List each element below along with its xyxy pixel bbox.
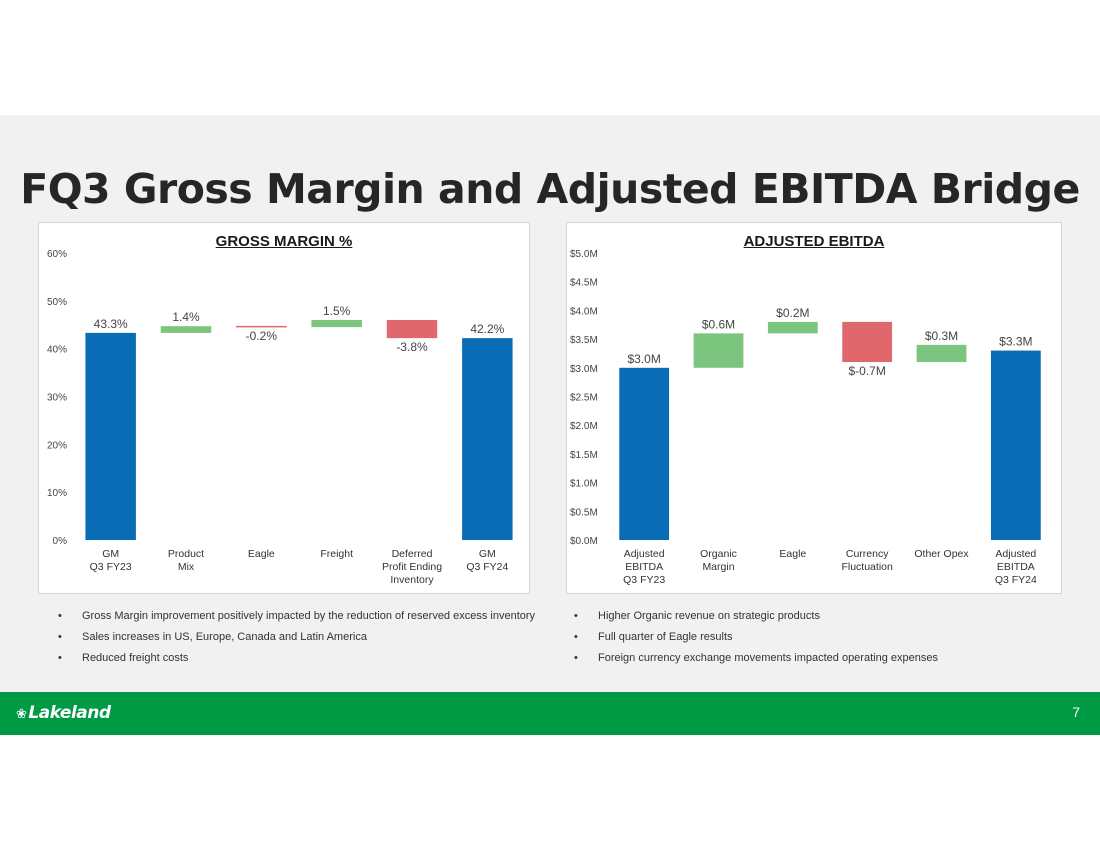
- y-tick-label: $4.5M: [570, 278, 598, 289]
- lakeland-logo[interactable]: ❀ Lakeland: [16, 703, 111, 723]
- ebitda-chart-panel: ADJUSTED EBITDA $0.0M $0.5M $1.0M $1.5M $2.0…: [566, 222, 1062, 594]
- category-label: Adjusted: [995, 548, 1036, 560]
- ebitda-chart-title: ADJUSTED EBITDA: [743, 233, 885, 250]
- waterfall-bar-total: [462, 338, 513, 540]
- category-label: Margin: [702, 561, 734, 573]
- waterfall-bar-decrease: [386, 319, 438, 339]
- data-label: -3.8%: [396, 340, 428, 354]
- ebitda-chart: $0.0M $0.5M $1.0M $1.5M $2.0M $2.5M $3.0M $3.5M…: [570, 249, 1041, 586]
- category-label: Other Opex: [914, 548, 969, 560]
- y-tick-label: 10%: [47, 488, 67, 499]
- bullet-item: Higher Organic revenue on strategic prod…: [568, 608, 1068, 629]
- category-label: Deferred: [392, 548, 433, 560]
- bullet-item: Gross Margin improvement positively impa…: [52, 608, 552, 629]
- category-label: Eagle: [779, 548, 806, 560]
- bullet-item: Full quarter of Eagle results: [568, 629, 1068, 650]
- category-label: GM: [102, 548, 119, 560]
- bullet-item: Reduced freight costs: [52, 650, 552, 671]
- y-tick-label: $3.0M: [570, 364, 598, 375]
- data-label: 1.4%: [172, 310, 200, 324]
- category-label: Q3 FY23: [90, 561, 132, 573]
- category-label: EBITDA: [625, 561, 663, 573]
- data-label: $0.3M: [925, 329, 958, 343]
- page-number: 7: [1072, 704, 1080, 720]
- category-label: Product: [168, 548, 204, 560]
- y-tick-label: 40%: [47, 345, 67, 356]
- gross-margin-chart-title: GROSS MARGIN %: [215, 233, 353, 250]
- category-label: Profit Ending: [382, 561, 442, 573]
- y-tick-label: $2.5M: [570, 393, 598, 404]
- y-tick-label: 60%: [47, 249, 67, 260]
- category-label: Adjusted: [624, 548, 665, 560]
- y-tick-label: $1.5M: [570, 450, 598, 461]
- gross-margin-bullet-list: Gross Margin improvement positively impa…: [52, 608, 552, 671]
- y-tick-label: $1.0M: [570, 479, 598, 490]
- waterfall-bar-increase: [767, 321, 818, 334]
- ebitda-bullet-list: Higher Organic revenue on strategic prod…: [568, 608, 1068, 671]
- category-label: Q3 FY24: [995, 574, 1037, 586]
- y-tick-label: $5.0M: [570, 249, 598, 260]
- data-label: 43.3%: [94, 317, 128, 331]
- y-tick-label: 30%: [47, 393, 67, 404]
- category-label: Mix: [178, 561, 195, 573]
- bullet-item: Foreign currency exchange movements impa…: [568, 650, 1068, 671]
- waterfall-bar-decrease: [236, 325, 287, 328]
- waterfall-bar-increase: [160, 326, 212, 333]
- waterfall-bar-decrease: [842, 321, 893, 363]
- data-label: $3.3M: [999, 335, 1032, 349]
- category-label: Q3 FY24: [466, 561, 508, 573]
- data-label: 42.2%: [470, 322, 504, 336]
- waterfall-bar-total: [85, 332, 136, 540]
- waterfall-bar-total: [619, 367, 670, 540]
- y-tick-label: $2.0M: [570, 421, 598, 432]
- category-label: Q3 FY23: [623, 574, 665, 586]
- waterfall-bar-increase: [693, 333, 744, 368]
- y-tick-label: $3.5M: [570, 335, 598, 346]
- gross-margin-chart-panel: GROSS MARGIN % 0% 10% 20% 30% 40% 50% 60% 43.3%…: [38, 222, 530, 594]
- waterfall-bar-total: [990, 350, 1041, 540]
- data-label: -0.2%: [246, 329, 278, 343]
- category-label: Organic: [700, 548, 737, 560]
- category-label: Currency: [846, 548, 889, 560]
- y-tick-label: 20%: [47, 440, 67, 451]
- footer-bar: ❀ Lakeland 7: [0, 692, 1100, 735]
- data-label: $-0.7M: [848, 364, 885, 378]
- category-label: EBITDA: [997, 561, 1035, 573]
- data-label: $3.0M: [627, 352, 660, 366]
- y-tick-label: $4.0M: [570, 306, 598, 317]
- y-tick-label: 0%: [53, 536, 68, 547]
- data-label: 1.5%: [323, 304, 351, 318]
- logo-text: Lakeland: [28, 703, 111, 723]
- category-label: Fluctuation: [841, 561, 893, 573]
- waterfall-bar-increase: [311, 319, 362, 328]
- category-label: Inventory: [390, 574, 434, 586]
- bullet-item: Sales increases in US, Europe, Canada an…: [52, 629, 552, 650]
- y-tick-label: $0.0M: [570, 536, 598, 547]
- y-tick-label: $0.5M: [570, 507, 598, 518]
- data-label: $0.6M: [702, 317, 735, 331]
- waterfall-bar-increase: [916, 344, 967, 363]
- category-label: Eagle: [248, 548, 275, 560]
- page-title: FQ3 Gross Margin and Adjusted EBITDA Bri…: [20, 165, 1080, 213]
- y-tick-label: 50%: [47, 297, 67, 308]
- category-label: GM: [479, 548, 496, 560]
- leaf-icon: ❀: [16, 707, 27, 722]
- category-label: Freight: [320, 548, 353, 560]
- data-label: $0.2M: [776, 306, 809, 320]
